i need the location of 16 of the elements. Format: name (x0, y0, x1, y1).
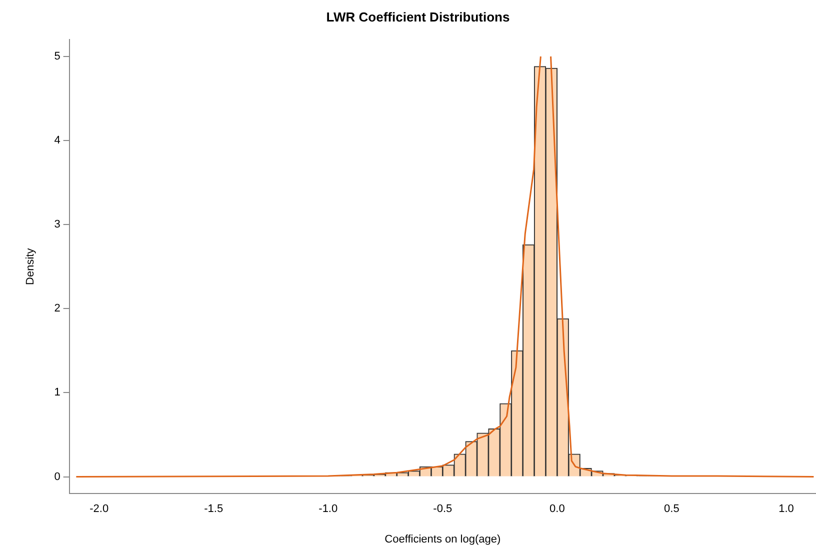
x-tick-label: 1.0 (778, 503, 794, 516)
y-tick-label: 1 (54, 386, 60, 399)
y-axis-title: Density (24, 248, 37, 285)
x-tick-label: 0.0 (550, 503, 565, 516)
x-axis-title: Coefficients on log(age) (384, 533, 501, 546)
x-tick-label: -0.5 (433, 503, 452, 516)
y-tick-label: 4 (54, 134, 60, 147)
x-tick-label: -1.5 (204, 503, 224, 516)
y-tick-label: 0 (54, 470, 60, 483)
x-tick-label: -1.0 (318, 503, 338, 516)
chart-title: LWR Coefficient Distributions (326, 9, 510, 24)
x-tick-label: -2.0 (90, 503, 109, 516)
y-tick-label: 2 (54, 302, 60, 315)
y-tick-label: 5 (54, 50, 60, 62)
x-tick-label: 0.5 (664, 503, 680, 516)
y-tick-label: 3 (54, 218, 60, 231)
